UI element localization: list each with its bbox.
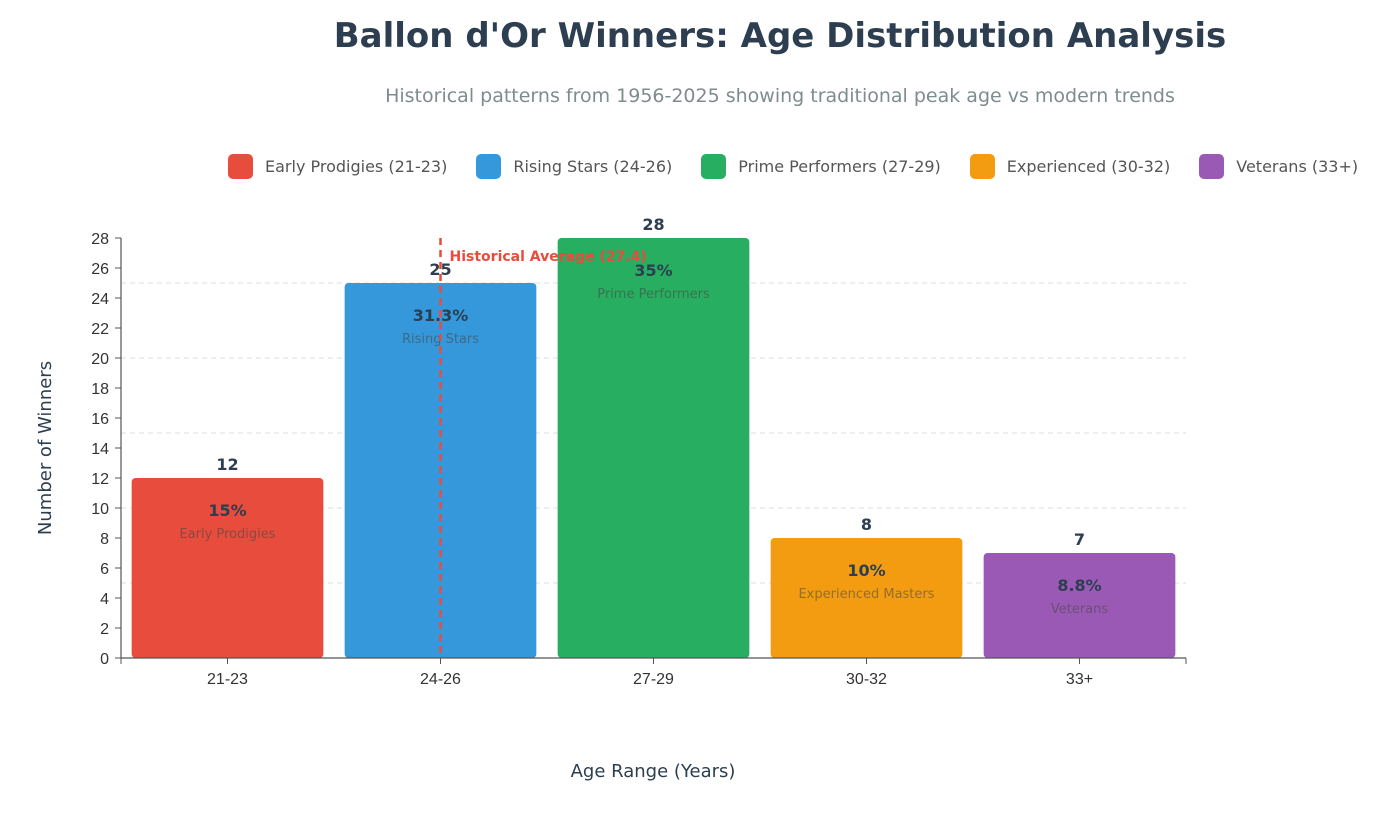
- legend-item-rising-stars[interactable]: Rising Stars (24-26): [476, 154, 672, 179]
- y-tick-label: 6: [100, 561, 109, 578]
- legend-label: Rising Stars (24-26): [513, 157, 673, 176]
- x-tick-label: 30-32: [846, 671, 887, 688]
- y-tick-label: 12: [91, 471, 109, 488]
- y-tick-label: 24: [91, 291, 109, 308]
- legend: Early Prodigies (21-23) Rising Stars (24…: [228, 154, 1379, 179]
- bar-21-23[interactable]: [131, 478, 324, 658]
- y-tick-label: 14: [91, 441, 109, 458]
- bar-27-29[interactable]: [557, 238, 750, 658]
- x-tick-label: 21-23: [207, 671, 248, 688]
- y-axis-title: Number of Winners: [35, 361, 56, 535]
- bar-30-32[interactable]: [770, 538, 963, 658]
- y-tick-label: 18: [91, 381, 109, 398]
- legend-swatch: [701, 154, 727, 179]
- legend-swatch: [969, 154, 995, 179]
- legend-item-prime-performers[interactable]: Prime Performers (27-29): [701, 154, 941, 179]
- bar-percentage-label: 8.8%: [1057, 576, 1101, 595]
- y-tick-label: 26: [91, 261, 109, 278]
- legend-item-experienced[interactable]: Experienced (30-32): [969, 154, 1171, 179]
- legend-label: Prime Performers (27-29): [738, 157, 941, 176]
- y-tick-label: 0: [100, 651, 109, 668]
- x-tick-label: 27-29: [633, 671, 674, 688]
- x-axis-title: Age Range (Years): [571, 761, 736, 782]
- y-tick-label: 4: [100, 591, 109, 608]
- bar-name-label: Early Prodigies: [179, 527, 275, 542]
- bar-percentage-label: 15%: [208, 501, 246, 520]
- bar-value-label: 7: [1074, 530, 1085, 549]
- y-tick-label: 16: [91, 411, 109, 428]
- bar-name-label: Prime Performers: [597, 287, 710, 302]
- legend-swatch: [228, 154, 253, 179]
- bar-value-label: 12: [216, 455, 238, 474]
- chart-subtitle: Historical patterns from 1956-2025 showi…: [385, 85, 1175, 107]
- historical-average-label: Historical Average (27.4): [450, 249, 647, 265]
- legend-label: Early Prodigies (21-23): [265, 157, 448, 176]
- legend-swatch: [1199, 154, 1225, 179]
- bar-name-label: Veterans: [1051, 602, 1109, 617]
- x-tick-label: 24-26: [420, 671, 461, 688]
- legend-label: Veterans (33+): [1236, 157, 1359, 176]
- y-tick-label: 10: [91, 501, 109, 518]
- bar-value-label: 8: [861, 515, 872, 534]
- bar-value-label: 25: [429, 260, 451, 279]
- bar-percentage-label: 35%: [634, 261, 672, 280]
- legend-item-early-prodigies[interactable]: Early Prodigies (21-23): [228, 154, 447, 179]
- legend-swatch: [476, 154, 502, 179]
- y-tick-label: 2: [100, 621, 109, 638]
- bar-33+[interactable]: [983, 553, 1176, 658]
- legend-item-veterans[interactable]: Veterans (33+): [1199, 154, 1358, 179]
- y-tick-label: 28: [91, 231, 109, 248]
- bar-value-label: 28: [642, 215, 664, 234]
- y-tick-label: 22: [91, 321, 109, 338]
- y-tick-label: 8: [100, 531, 109, 548]
- bar-percentage-label: 10%: [847, 561, 885, 580]
- chart-title: Ballon d'Or Winners: Age Distribution An…: [333, 16, 1227, 56]
- legend-label: Experienced (30-32): [1006, 157, 1171, 176]
- bar-name-label: Experienced Masters: [798, 587, 934, 602]
- y-tick-label: 20: [91, 351, 109, 368]
- x-tick-label: 33+: [1066, 671, 1093, 688]
